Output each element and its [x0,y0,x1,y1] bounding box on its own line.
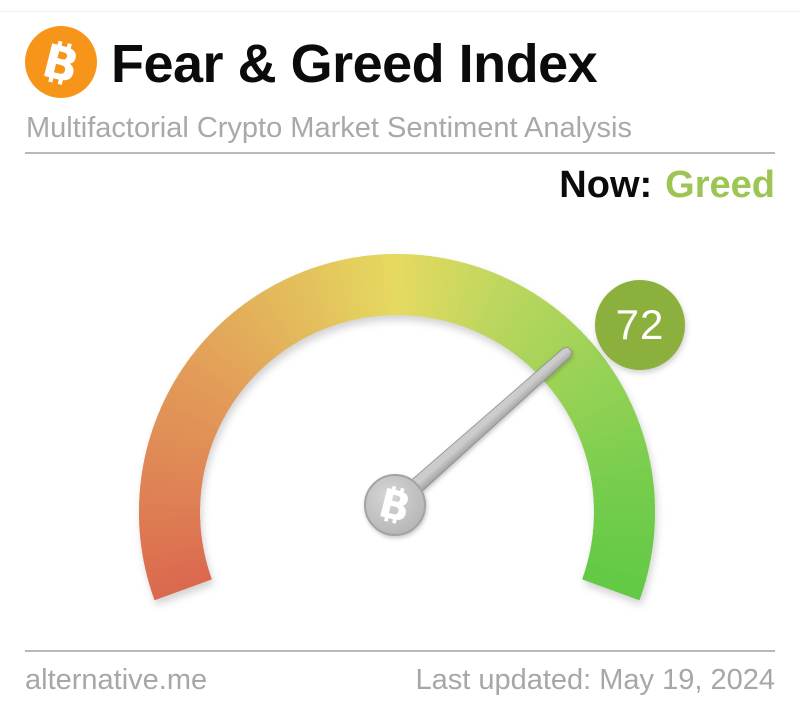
now-label: Now: [559,164,653,206]
footer-divider [25,650,775,652]
page-subtitle: Multifactorial Crypto Market Sentiment A… [26,112,632,144]
current-status-row: Now: Greed [559,163,775,207]
bitcoin-icon: B [25,26,97,98]
page-title: Fear & Greed Index [111,34,598,94]
widget-top-border [0,11,800,12]
svg-text:B: B [374,480,415,532]
gauge-value-badge: 72 [595,280,685,370]
last-updated-label: Last updated: May 19, 2024 [415,664,775,696]
header-divider [25,152,775,154]
bitcoin-logo: B [25,26,97,98]
sentiment-classification: Greed [665,164,775,206]
gauge-value: 72 [615,301,665,348]
source-link[interactable]: alternative.me [25,664,208,696]
